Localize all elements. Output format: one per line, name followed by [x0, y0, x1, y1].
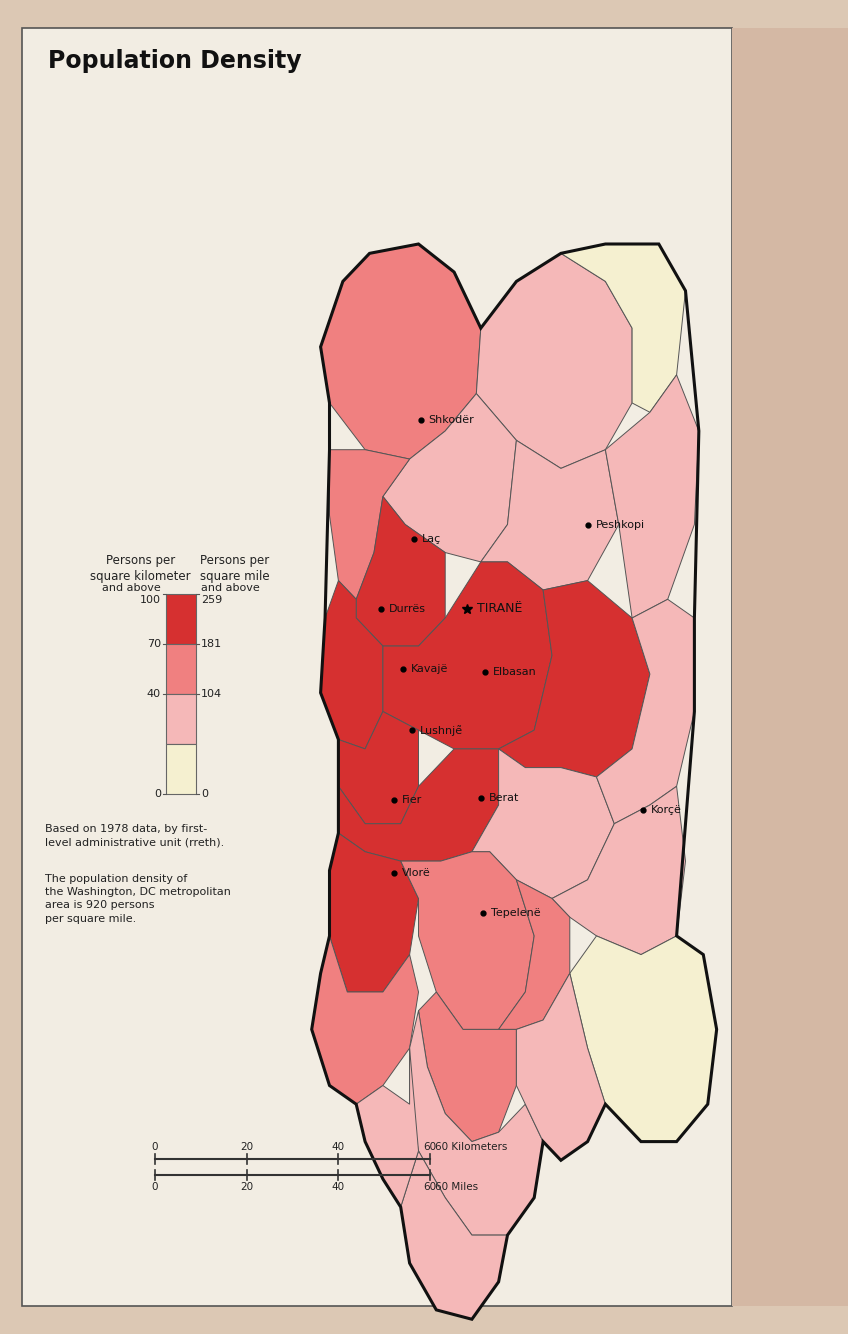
Text: Elbasan: Elbasan — [494, 667, 537, 678]
Text: Lushnjẽ: Lushnjẽ — [420, 724, 463, 735]
Text: Korçë: Korçë — [651, 804, 682, 815]
Text: 60 Kilometers: 60 Kilometers — [435, 1142, 507, 1153]
Text: 0: 0 — [154, 788, 161, 799]
Text: Vlorë: Vlorë — [402, 868, 431, 878]
Text: Persons per
square mile: Persons per square mile — [200, 554, 270, 583]
Polygon shape — [410, 1011, 543, 1235]
Bar — [166, 744, 196, 794]
Polygon shape — [499, 880, 570, 1030]
Polygon shape — [338, 748, 499, 862]
Polygon shape — [312, 936, 419, 1105]
Polygon shape — [383, 562, 552, 748]
Polygon shape — [419, 992, 516, 1142]
Text: and above
100: and above 100 — [103, 583, 161, 604]
Bar — [22, 28, 732, 1306]
Bar — [166, 644, 196, 694]
Text: 40: 40 — [332, 1142, 345, 1153]
Polygon shape — [477, 253, 632, 468]
Text: 40: 40 — [332, 1182, 345, 1193]
Text: 20: 20 — [240, 1142, 254, 1153]
Polygon shape — [356, 1049, 419, 1207]
Polygon shape — [330, 450, 410, 599]
Polygon shape — [596, 599, 695, 823]
Text: 60 Miles: 60 Miles — [435, 1182, 478, 1193]
Bar — [732, 28, 848, 1306]
Text: 40: 40 — [147, 688, 161, 699]
Polygon shape — [330, 832, 419, 992]
Text: Laç: Laç — [422, 534, 441, 543]
Text: Tepelenë: Tepelenë — [491, 907, 541, 918]
Text: 70: 70 — [147, 639, 161, 650]
Polygon shape — [401, 1151, 507, 1319]
Polygon shape — [605, 375, 699, 618]
Text: 0: 0 — [152, 1182, 159, 1193]
Text: 60: 60 — [423, 1142, 437, 1153]
Text: Based on 1978 data, by first-
level administrative unit (rreth).: Based on 1978 data, by first- level admi… — [45, 824, 224, 847]
Text: and above
259: and above 259 — [201, 583, 259, 604]
Text: Durrës: Durrës — [388, 604, 426, 614]
Text: 60: 60 — [423, 1182, 437, 1193]
Text: Persons per
square kilometer: Persons per square kilometer — [90, 554, 191, 583]
Text: 0: 0 — [201, 788, 208, 799]
Polygon shape — [471, 748, 614, 899]
Polygon shape — [321, 580, 383, 748]
Polygon shape — [516, 974, 605, 1161]
Text: 20: 20 — [240, 1182, 254, 1193]
Text: Berat: Berat — [488, 794, 519, 803]
Polygon shape — [383, 394, 516, 562]
Bar — [166, 594, 196, 644]
Polygon shape — [356, 496, 445, 646]
Polygon shape — [401, 851, 534, 1030]
Polygon shape — [570, 936, 717, 1142]
Text: 104: 104 — [201, 688, 222, 699]
Bar — [166, 694, 196, 744]
Polygon shape — [481, 440, 619, 590]
Polygon shape — [561, 244, 685, 412]
Text: 181: 181 — [201, 639, 222, 650]
Text: Peshkopi: Peshkopi — [595, 519, 644, 530]
Text: TIRANË: TIRANË — [477, 602, 523, 615]
Text: Kavajë: Kavajë — [411, 664, 449, 675]
Polygon shape — [321, 244, 481, 459]
Polygon shape — [499, 580, 650, 776]
Text: Population Density: Population Density — [48, 49, 302, 73]
Text: Fier: Fier — [402, 795, 422, 806]
Text: The population density of
the Washington, DC metropolitan
area is 920 persons
pe: The population density of the Washington… — [45, 874, 231, 923]
Text: Shkodër: Shkodër — [429, 415, 475, 424]
Polygon shape — [338, 711, 419, 823]
Text: 0: 0 — [152, 1142, 159, 1153]
Polygon shape — [552, 786, 685, 955]
